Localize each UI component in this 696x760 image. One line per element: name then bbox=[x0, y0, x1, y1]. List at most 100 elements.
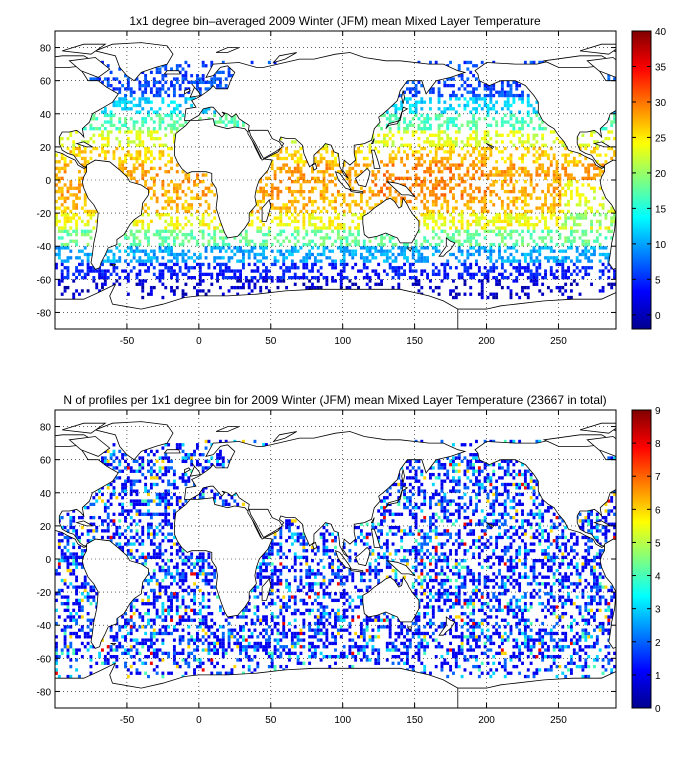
data-bin bbox=[423, 213, 427, 217]
data-bin bbox=[230, 635, 234, 639]
data-bin bbox=[434, 246, 438, 250]
data-bin bbox=[193, 655, 196, 659]
data-bin bbox=[601, 658, 605, 662]
data-bin bbox=[420, 130, 424, 134]
data-bin bbox=[75, 203, 79, 207]
data-bin bbox=[290, 262, 294, 267]
data-bin bbox=[443, 120, 447, 124]
data-bin bbox=[374, 140, 378, 144]
data-bin bbox=[155, 276, 159, 280]
data-bin bbox=[463, 635, 467, 639]
data-bin bbox=[75, 256, 79, 260]
data-bin bbox=[569, 661, 573, 665]
data-bin bbox=[293, 282, 297, 286]
data-bin bbox=[213, 77, 217, 81]
data-bin bbox=[414, 246, 418, 250]
data-bin bbox=[290, 252, 294, 257]
data-bin bbox=[486, 123, 490, 128]
data-bin bbox=[293, 170, 297, 174]
x-tick-label: -50 bbox=[120, 336, 135, 347]
data-bin bbox=[569, 282, 573, 286]
data-bin bbox=[155, 173, 159, 177]
data-bin bbox=[420, 186, 424, 190]
data-bin bbox=[227, 635, 231, 639]
data-bin bbox=[161, 153, 165, 157]
data-bin bbox=[558, 664, 562, 669]
data-bin bbox=[429, 140, 432, 144]
data-bin bbox=[437, 80, 441, 84]
data-bin bbox=[509, 117, 513, 121]
data-bin bbox=[495, 266, 499, 270]
data-bin bbox=[587, 266, 591, 270]
data-bin bbox=[86, 635, 90, 639]
data-bin bbox=[216, 648, 219, 652]
data-bin bbox=[581, 163, 585, 167]
data-bin bbox=[138, 100, 142, 104]
data-bin bbox=[463, 203, 467, 207]
data-bin bbox=[414, 259, 418, 263]
data-bin bbox=[391, 103, 395, 108]
data-bin bbox=[546, 183, 550, 187]
data-bin bbox=[581, 252, 585, 257]
data-bin bbox=[195, 638, 199, 642]
data-bin bbox=[198, 229, 202, 233]
data-bin bbox=[101, 150, 104, 154]
data-bin bbox=[538, 117, 542, 121]
data-bin bbox=[175, 262, 179, 267]
data-bin bbox=[126, 153, 130, 157]
data-bin bbox=[193, 183, 196, 187]
data-bin bbox=[296, 658, 300, 662]
data-bin bbox=[613, 219, 616, 224]
data-bin bbox=[584, 246, 588, 250]
data-bin bbox=[267, 645, 271, 649]
data-bin bbox=[526, 226, 530, 230]
data-bin bbox=[426, 276, 429, 280]
data-bin bbox=[132, 223, 136, 227]
data-bin bbox=[518, 655, 522, 659]
data-bin bbox=[492, 103, 496, 108]
data-bin bbox=[101, 80, 104, 84]
data-bin bbox=[213, 635, 217, 639]
data-bin bbox=[521, 140, 524, 144]
coastline bbox=[385, 106, 409, 129]
data-bin bbox=[592, 166, 596, 171]
data-bin bbox=[175, 232, 179, 237]
data-bin bbox=[342, 163, 346, 167]
data-bin bbox=[561, 143, 565, 147]
data-bin bbox=[201, 648, 205, 652]
data-bin bbox=[411, 153, 415, 157]
data-bin bbox=[397, 117, 401, 121]
data-bin bbox=[75, 153, 79, 157]
data-bin bbox=[385, 186, 389, 190]
data-bin bbox=[529, 635, 533, 639]
data-bin bbox=[322, 180, 326, 184]
data-bin bbox=[434, 156, 438, 161]
data-bin bbox=[305, 242, 309, 247]
data-bin bbox=[115, 272, 119, 277]
data-bin bbox=[578, 160, 582, 164]
data-bin bbox=[480, 60, 484, 65]
data-bin bbox=[541, 120, 545, 124]
data-bin bbox=[420, 256, 424, 260]
data-bin bbox=[83, 246, 87, 250]
profile-count-panel: N of profiles per 1x1 degree bin for 200… bbox=[37, 393, 661, 726]
data-bin bbox=[529, 183, 533, 187]
data-bin bbox=[135, 153, 139, 157]
data-bin bbox=[149, 150, 153, 154]
data-bin bbox=[331, 223, 335, 227]
data-bin bbox=[523, 146, 527, 151]
data-bin bbox=[210, 661, 214, 665]
data-bin bbox=[500, 90, 504, 94]
data-bin bbox=[429, 189, 432, 194]
x-tick-label: 200 bbox=[478, 336, 495, 347]
data-bin bbox=[132, 242, 136, 247]
data-bin bbox=[521, 651, 524, 656]
data-bin bbox=[417, 658, 421, 662]
data-bin bbox=[334, 160, 337, 164]
data-bin bbox=[567, 246, 570, 250]
data-bin bbox=[175, 120, 179, 124]
data-bin bbox=[285, 266, 289, 270]
data-bin bbox=[549, 183, 553, 187]
data-bin bbox=[434, 249, 438, 253]
data-bin bbox=[75, 276, 79, 280]
